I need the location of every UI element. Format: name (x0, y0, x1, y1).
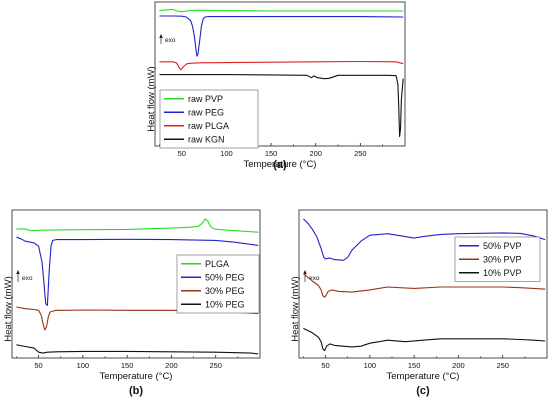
x-tick-label: 200 (452, 361, 465, 370)
exo-label: exo (22, 275, 33, 282)
legend-entry: 10% PVP (483, 268, 522, 278)
series-line-3 (16, 344, 259, 355)
exo-label: exo (165, 37, 176, 44)
x-tick-label: 50 (178, 149, 186, 158)
x-axis-label: Temperature (°C) (387, 371, 460, 382)
exo-arrow-head (303, 270, 307, 274)
series-line-1 (159, 15, 404, 57)
legend: 50% PVP 30% PVP 10% PVP (454, 236, 541, 282)
x-tick-label: 200 (309, 149, 322, 158)
series-line-3 (159, 74, 404, 138)
legend-entry: raw PLGA (188, 121, 229, 131)
series-line-1 (303, 273, 546, 298)
series-line-0 (16, 218, 259, 233)
x-tick-label: 150 (265, 149, 278, 158)
legend-entry: raw PVP (188, 94, 223, 104)
legend-box (176, 254, 260, 314)
y-axis-label: Heat flow (mW) (290, 276, 301, 341)
series-line-2 (159, 60, 404, 71)
x-tick-label: 250 (496, 361, 509, 370)
legend-entry: 30% PEG (205, 286, 245, 296)
legend-entry: 10% PEG (205, 299, 245, 309)
panel-c: 50 100 150 200 250 Temperature (°C) Heat flow … (290, 209, 548, 397)
x-tick-label: 100 (364, 361, 377, 370)
legend: PLGA 50% PEG 30% PEG 10% PEG (176, 254, 260, 314)
legend-entry: 50% PVP (483, 241, 522, 251)
exo-label: exo (309, 275, 320, 282)
legend-entry: 30% PVP (483, 254, 522, 264)
y-axis-label: Heat flow (mW) (146, 66, 157, 131)
exo-arrow-head (16, 270, 20, 274)
exo-arrow-head (159, 34, 163, 38)
plot-frame (154, 1, 406, 147)
x-tick-label: 100 (220, 149, 233, 158)
legend-entry: raw PEG (188, 107, 224, 117)
x-tick-label: 150 (408, 361, 421, 370)
panel-label: (b) (129, 385, 143, 397)
series-line-0 (303, 218, 546, 261)
x-tick-label: 50 (34, 361, 42, 370)
series-line-2 (16, 306, 259, 331)
plot-frame (11, 209, 261, 359)
y-axis-label: Heat flow (mW) (3, 276, 14, 341)
x-tick-label: 50 (321, 361, 329, 370)
legend-entry: 50% PEG (205, 272, 245, 282)
x-tick-label: 150 (121, 361, 134, 370)
x-tick-label: 200 (165, 361, 178, 370)
panel-b: 50 100 150 200 250 Temperature (°C) Heat flow … (3, 209, 261, 397)
x-axis-label: Temperature (°C) (100, 371, 173, 382)
legend: raw PVP raw PEG raw PLGA raw KGN (159, 89, 259, 149)
x-tick-label: 100 (77, 361, 90, 370)
x-tick-label: 250 (209, 361, 222, 370)
legend-entry: raw KGN (188, 134, 225, 144)
panel-label: (a) (273, 159, 287, 171)
panel-a: 50 100 150 200 250 Temperature (°C) Heat flow … (146, 1, 406, 171)
series-line-0 (159, 8, 404, 13)
x-axis-label: Temperature (°C) (244, 159, 317, 170)
series-line-2 (303, 327, 546, 352)
x-tick-label: 250 (354, 149, 367, 158)
panel-label: (c) (416, 385, 430, 397)
plot-frame (298, 209, 548, 359)
series-line-1 (16, 236, 259, 306)
legend-box (159, 89, 259, 149)
legend-entry: PLGA (205, 259, 229, 269)
